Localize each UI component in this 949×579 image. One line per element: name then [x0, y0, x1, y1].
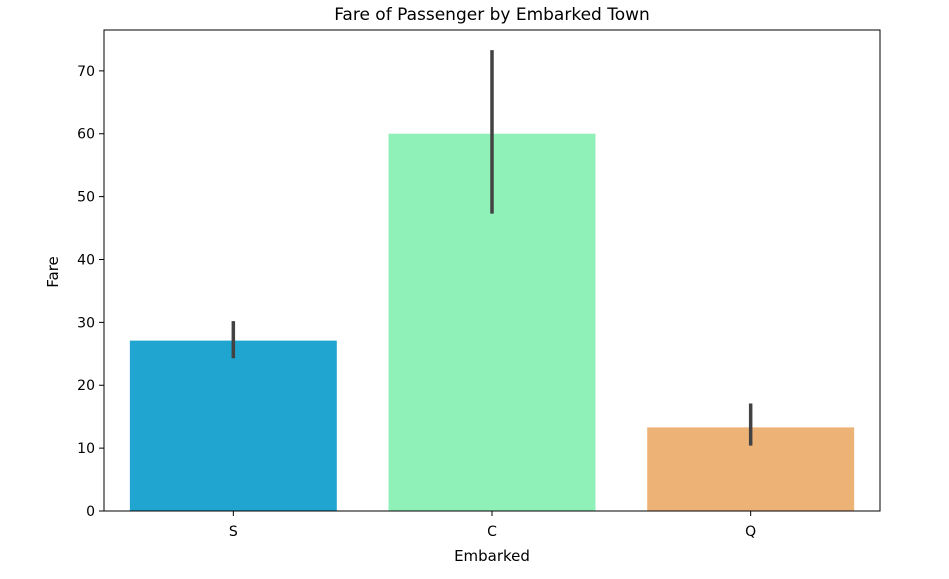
x-tick-label-q: Q — [745, 524, 756, 540]
y-tick-label-70: 70 — [77, 64, 95, 80]
y-tick-label-40: 40 — [77, 252, 95, 268]
plot-area: S C Q 0 10 20 30 40 50 60 70 — [77, 29, 881, 540]
x-tick-label-c: C — [487, 524, 497, 540]
x-axis-label: Embarked — [454, 547, 530, 565]
plot-frame — [103, 29, 881, 512]
y-tick-label-0: 0 — [86, 504, 95, 520]
x-tick-label-s: S — [229, 524, 238, 540]
y-tick-label-50: 50 — [77, 190, 95, 206]
y-tick-label-10: 10 — [77, 441, 95, 457]
chart-title: Fare of Passenger by Embarked Town — [334, 5, 650, 25]
y-axis-label: Fare — [44, 256, 62, 288]
y-tick-label-20: 20 — [77, 378, 95, 394]
bar-s — [129, 340, 337, 511]
y-tick-label-60: 60 — [77, 127, 95, 143]
y-tick-label-30: 30 — [77, 315, 95, 331]
